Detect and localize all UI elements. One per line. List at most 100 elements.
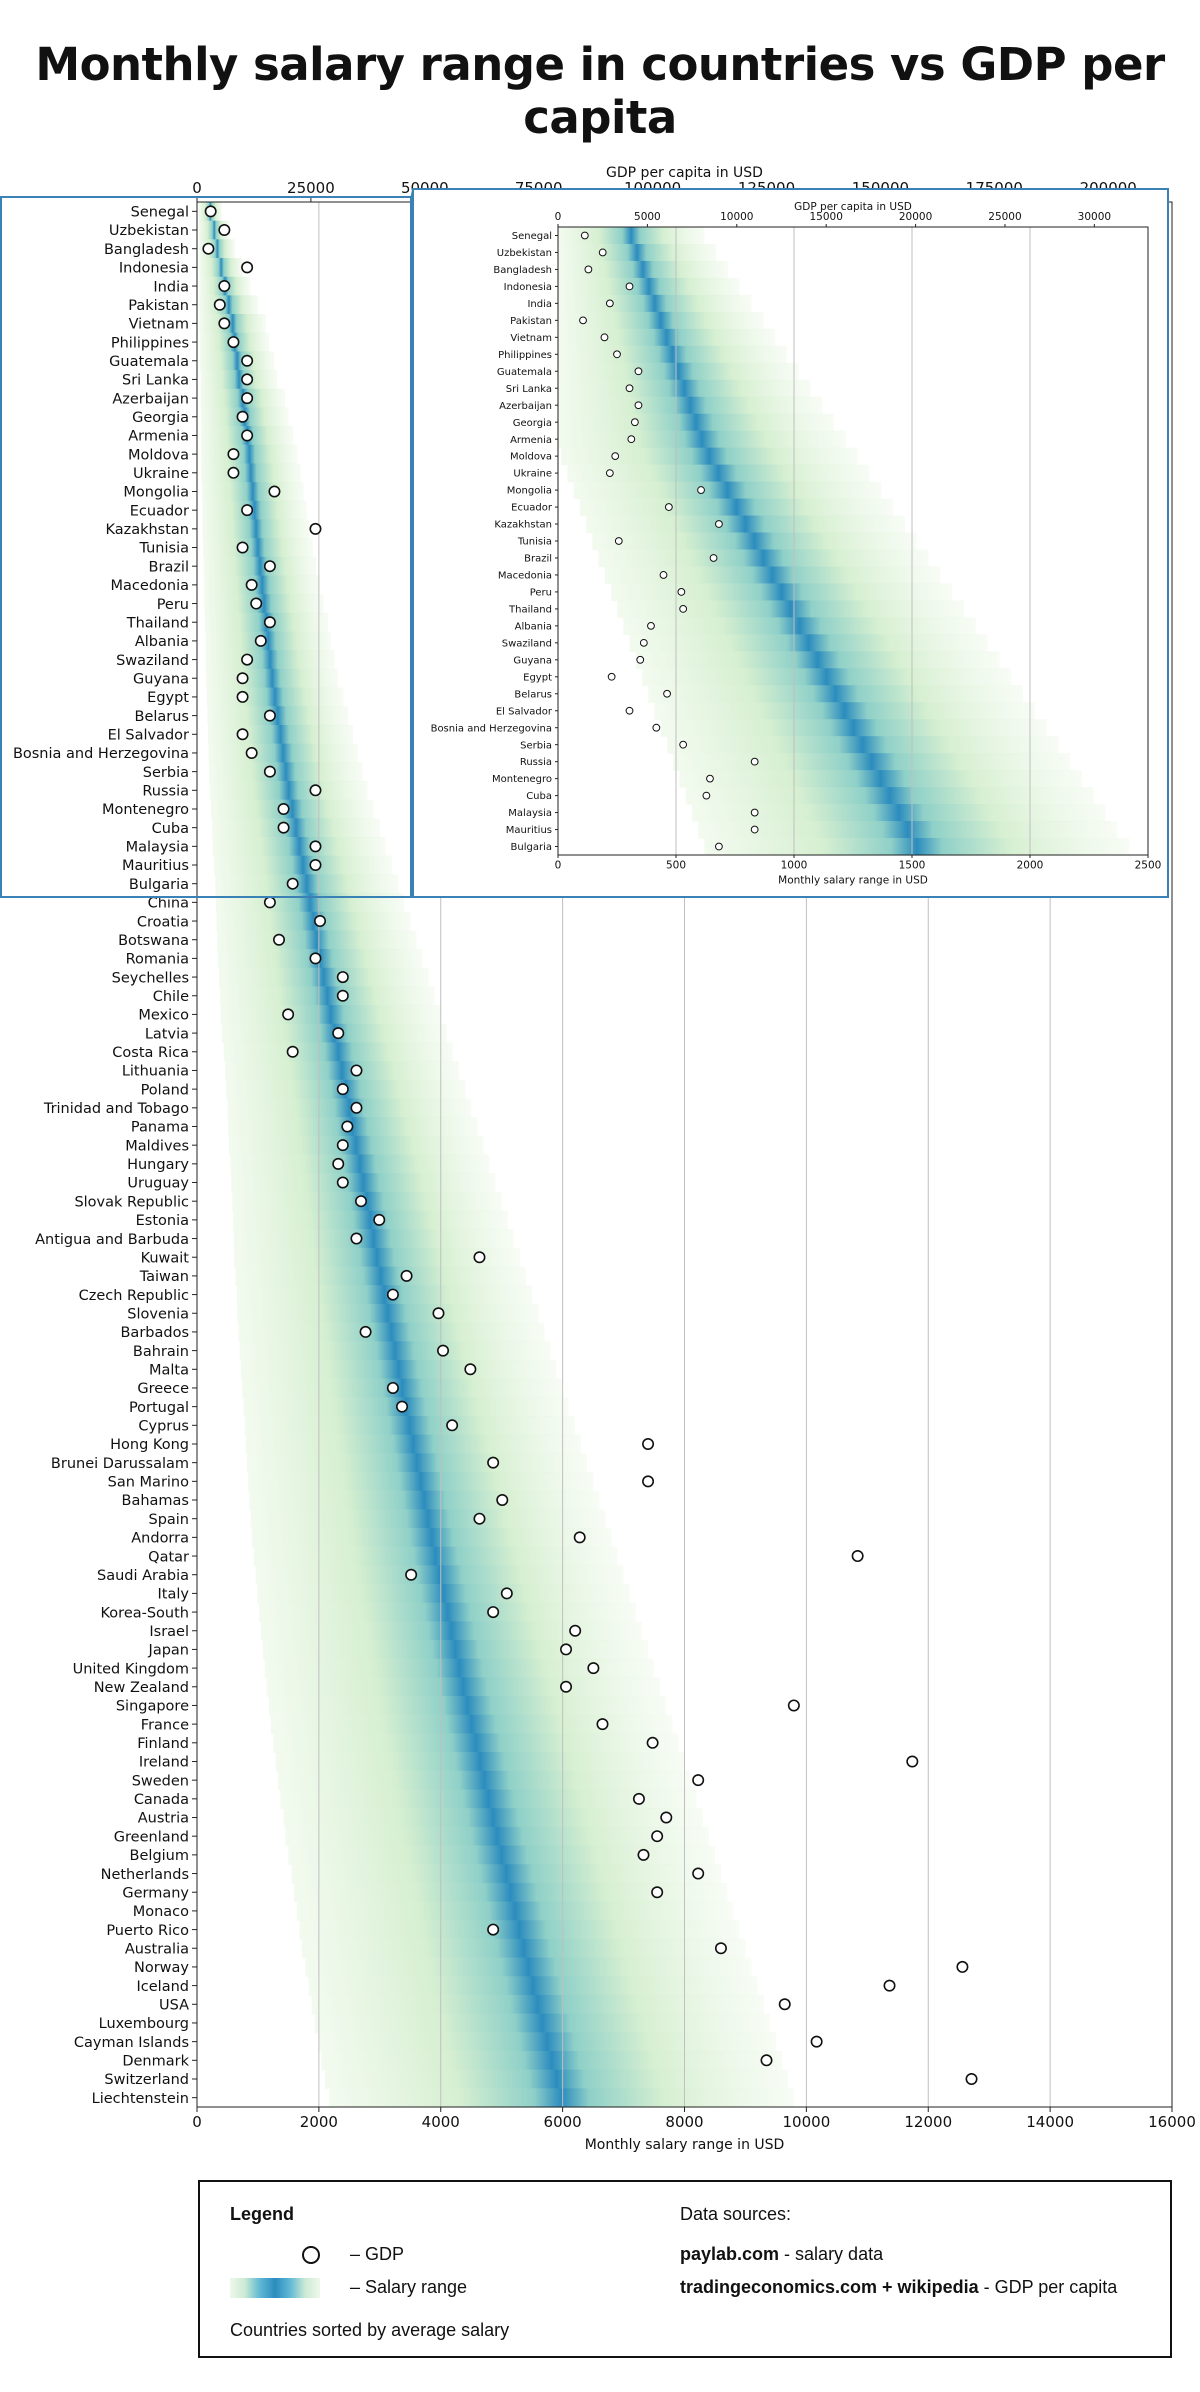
main-category-label-serbia: Serbia <box>143 765 189 781</box>
main-gdp-marker-mongolia <box>268 485 281 498</box>
inset-x2-axis-label: GDP per capita in USD <box>794 201 912 213</box>
main-category-label-philippines: Philippines <box>111 335 189 351</box>
main-gdp-marker-uzbekistan <box>218 224 231 237</box>
main-x-tick-label: 12000 <box>904 2113 952 2131</box>
inset-salary-band-moldova <box>561 447 858 466</box>
main-category-label-san-marino: San Marino <box>108 1475 189 1491</box>
main-salary-band-malaysia <box>212 837 386 857</box>
main-gdp-marker-belgium <box>637 1848 650 1861</box>
inset-x2-tick-label: 30000 <box>1078 211 1111 223</box>
source-gdp-desc: - GDP per capita <box>978 2277 1118 2297</box>
main-category-label-greenland: Greenland <box>114 1829 189 1845</box>
main-gdp-marker-seychelles <box>336 971 349 984</box>
main-salary-band-germany <box>293 1882 728 1903</box>
inset-category-label-cuba: Cuba <box>526 791 552 802</box>
inset-gdp-marker-montenegro <box>706 774 714 783</box>
sources-title: Data sources: <box>680 2204 792 2224</box>
main-gdp-marker-brazil <box>263 560 276 573</box>
main-gdp-marker-estonia <box>373 1213 386 1226</box>
main-salary-band-saudi-arabia <box>255 1565 624 1585</box>
main-category-label-germany: Germany <box>122 1885 189 1901</box>
main-gdp-marker-trinidad-and-tobago <box>350 1101 363 1114</box>
inset-category-label-malaysia: Malaysia <box>508 808 552 819</box>
main-gdp-marker-latvia <box>332 1027 345 1040</box>
main-gdp-marker-panama <box>341 1120 354 1133</box>
main-x-tick-label: 4000 <box>422 2113 460 2131</box>
inset-gdp-marker-macedonia <box>659 571 668 579</box>
main-gdp-marker-greece <box>386 1381 399 1394</box>
main-gdp-marker-bahrain <box>437 1344 450 1357</box>
main-category-label-malaysia: Malaysia <box>126 840 189 856</box>
main-category-label-japan: Japan <box>148 1643 189 1659</box>
inset-salary-band-bosnia-and-herzegovina <box>660 719 1047 737</box>
inset-gdp-marker-belarus <box>663 689 671 698</box>
legend-salary-range-swatch <box>230 2278 320 2298</box>
main-category-label-israel: Israel <box>149 1624 189 1640</box>
inset-x-axis-label: Monthly salary range in USD <box>778 875 928 887</box>
inset-gdp-marker-swaziland <box>639 638 648 647</box>
main-category-label-tunisia: Tunisia <box>138 541 189 557</box>
main-category-label-uzbekistan: Uzbekistan <box>109 223 189 239</box>
inset-gdp-marker-guatemala <box>634 367 643 376</box>
main-salary-band-luxembourg <box>314 2013 770 2033</box>
inset-gdp-marker-ecuador <box>664 503 673 511</box>
main-salary-band-kuwait <box>234 1247 520 1268</box>
main-salary-band-liechtenstein <box>329 2088 795 2108</box>
main-salary-band-botswana <box>217 930 417 950</box>
inset-category-label-guatemala: Guatemala <box>497 367 552 378</box>
main-category-label-puerto-rico: Puerto Rico <box>106 1923 189 1939</box>
inset-gdp-marker-mongolia <box>697 486 705 494</box>
main-category-label-montenegro: Montenegro <box>102 802 189 818</box>
main-category-label-romania: Romania <box>126 952 189 968</box>
main-gdp-marker-pakistan <box>213 298 226 311</box>
inset-category-label-moldova: Moldova <box>510 452 552 463</box>
inset-salary-band-kazakhstan <box>585 515 905 534</box>
main-category-label-estonia: Estonia <box>136 1213 189 1229</box>
main-salary-band-taiwan <box>235 1266 527 1286</box>
inset-category-label-bulgaria: Bulgaria <box>511 842 552 853</box>
main-category-label-ecuador: Ecuador <box>130 503 189 519</box>
inset-category-label-swaziland: Swaziland <box>502 638 552 649</box>
inset-gdp-marker-russia <box>750 757 759 766</box>
main-gdp-marker-chile <box>336 989 349 1002</box>
inset-gdp-marker-armenia <box>627 435 636 444</box>
main-x-axis-label: Monthly salary range in USD <box>585 2137 785 2153</box>
inset-x-tick-label: 500 <box>666 860 686 872</box>
main-salary-band-norway <box>305 1957 752 1977</box>
inset-salary-band-ecuador <box>579 498 894 517</box>
main-category-label-andorra: Andorra <box>131 1531 189 1547</box>
inset-category-label-senegal: Senegal <box>512 231 552 242</box>
main-gdp-marker-australia <box>714 1942 727 1955</box>
main-category-label-denmark: Denmark <box>122 2054 189 2070</box>
main-category-label-finland: Finland <box>137 1736 189 1752</box>
main-category-label-guyana: Guyana <box>133 671 189 687</box>
main-gdp-marker-cyprus <box>446 1419 459 1432</box>
main-category-label-canada: Canada <box>134 1792 189 1808</box>
main-salary-band-puerto-rico <box>299 1920 740 1940</box>
main-salary-band-new-zealand <box>266 1677 661 1697</box>
main-category-label-slovak-republic: Slovak Republic <box>74 1194 189 1210</box>
inset-gdp-marker-kazakhstan <box>715 520 723 528</box>
main-category-label-lithuania: Lithuania <box>122 1064 189 1080</box>
main-gdp-marker-hong-kong <box>642 1437 655 1450</box>
main-category-label-kuwait: Kuwait <box>141 1250 190 1266</box>
inset-category-label-montenegro: Montenegro <box>492 774 552 785</box>
main-gdp-marker-armenia <box>241 429 254 442</box>
inset-salary-band-cuba <box>685 787 1094 805</box>
main-gdp-marker-portugal <box>396 1400 409 1413</box>
main-category-label-saudi-arabia: Saudi Arabia <box>97 1568 189 1584</box>
main-gdp-marker-mauritius <box>309 859 322 872</box>
main-gdp-marker-greenland <box>651 1830 664 1843</box>
main-chart: 0 2000 4000 6000 8000 10000 12000 14000 16000Mon… <box>13 165 1196 2153</box>
main-salary-band-serbia <box>209 762 363 782</box>
main-category-label-czech-republic: Czech Republic <box>79 1288 189 1304</box>
main-gdp-marker-ukraine <box>227 466 240 479</box>
main-salary-band-brazil <box>203 556 317 577</box>
inset-salary-band-sri-lanka <box>558 379 811 398</box>
main-salary-band-chile <box>220 986 435 1006</box>
main-gdp-marker-andorra <box>573 1531 586 1544</box>
main-salary-band-czech-republic <box>236 1285 533 1305</box>
inset-gdp-marker-guyana <box>636 655 645 664</box>
inset-salary-band-peru <box>610 583 953 602</box>
main-gdp-marker-ecuador <box>241 504 254 517</box>
